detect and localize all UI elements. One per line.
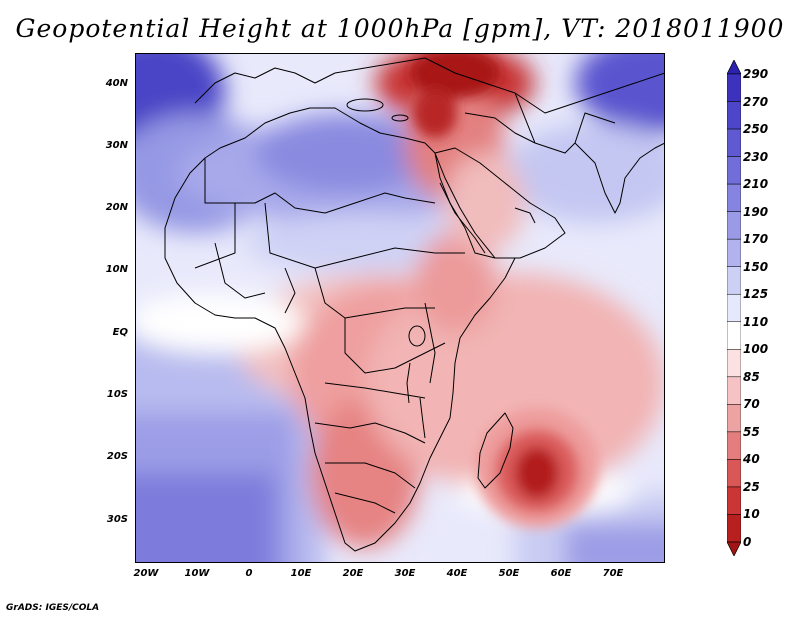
x-tick-label: 60E <box>550 568 572 579</box>
colorbar-label: 230 <box>743 149 769 164</box>
colorbar-label: 55 <box>743 424 760 439</box>
colorbar-label: 250 <box>743 122 769 137</box>
chart-title: Geopotential Height at 1000hPa [gpm], VT… <box>15 14 785 43</box>
colorbar <box>727 60 741 556</box>
credit-text: GrADS: IGES/COLA <box>6 603 100 613</box>
colorbar-swatch <box>727 514 741 543</box>
x-tick-label: 70E <box>602 568 624 579</box>
colorbar-swatch <box>727 73 741 102</box>
colorbar-label: 40 <box>743 452 760 467</box>
y-tick-label: EQ <box>112 327 128 338</box>
y-tick-label: 30S <box>106 514 128 525</box>
colorbar-label: 190 <box>743 204 769 219</box>
colorbar-label: 100 <box>743 342 769 357</box>
x-tick-label: 30E <box>394 568 416 579</box>
colorbar-label: 125 <box>743 287 769 302</box>
colorbar-swatch <box>727 183 741 212</box>
colorbar-label: 170 <box>743 232 769 247</box>
colorbar-label: 0 <box>743 535 752 549</box>
colorbar-swatch <box>727 321 741 350</box>
y-tick-label: 40N <box>105 78 128 89</box>
colorbar-arrow-bottom <box>727 541 741 556</box>
colorbar-arrow-top <box>727 60 741 75</box>
colorbar-label: 25 <box>743 479 760 494</box>
x-tick-label: 50E <box>498 568 520 579</box>
colorbar-swatch <box>727 431 741 460</box>
colorbar-swatch <box>727 459 741 488</box>
x-tick-label: 20W <box>133 568 159 579</box>
colorbar-label: 210 <box>743 177 769 192</box>
colorbar-label: 270 <box>743 94 769 109</box>
y-tick-label: 20N <box>105 202 128 213</box>
colorbar-label: 150 <box>743 259 769 274</box>
colorbar-swatch <box>727 376 741 405</box>
colorbar-swatch <box>727 128 741 157</box>
colorbar-swatch <box>727 486 741 515</box>
y-tick-label: 10N <box>105 264 128 275</box>
x-tick-label: 10W <box>184 568 210 579</box>
colorbar-label: 110 <box>743 314 769 329</box>
colorbar-swatch <box>727 293 741 323</box>
y-tick-label: 30N <box>105 140 128 151</box>
colorbar-swatch <box>727 156 741 185</box>
x-tick-label: 40E <box>446 568 468 579</box>
colorbar-label: 85 <box>743 369 760 384</box>
x-tick-label: 20E <box>342 568 364 579</box>
x-tick-label: 10E <box>290 568 312 579</box>
height-field-map <box>135 53 665 563</box>
colorbar-swatch <box>727 101 741 130</box>
y-tick-label: 10S <box>106 389 128 400</box>
colorbar-label: 290 <box>743 67 769 81</box>
colorbar-swatch <box>727 404 741 433</box>
colorbar-label: 70 <box>743 397 760 412</box>
y-tick-label: 20S <box>106 451 128 462</box>
colorbar-swatch <box>727 238 741 267</box>
colorbar-label: 10 <box>743 507 760 522</box>
x-tick-label: 0 <box>245 568 253 579</box>
colorbar-swatch <box>727 266 741 295</box>
colorbar-swatch <box>727 349 741 378</box>
colorbar-swatch <box>727 211 741 240</box>
